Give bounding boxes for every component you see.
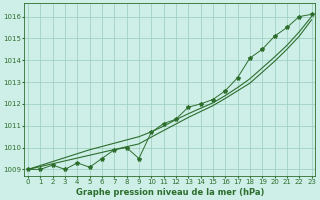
X-axis label: Graphe pression niveau de la mer (hPa): Graphe pression niveau de la mer (hPa) xyxy=(76,188,264,197)
